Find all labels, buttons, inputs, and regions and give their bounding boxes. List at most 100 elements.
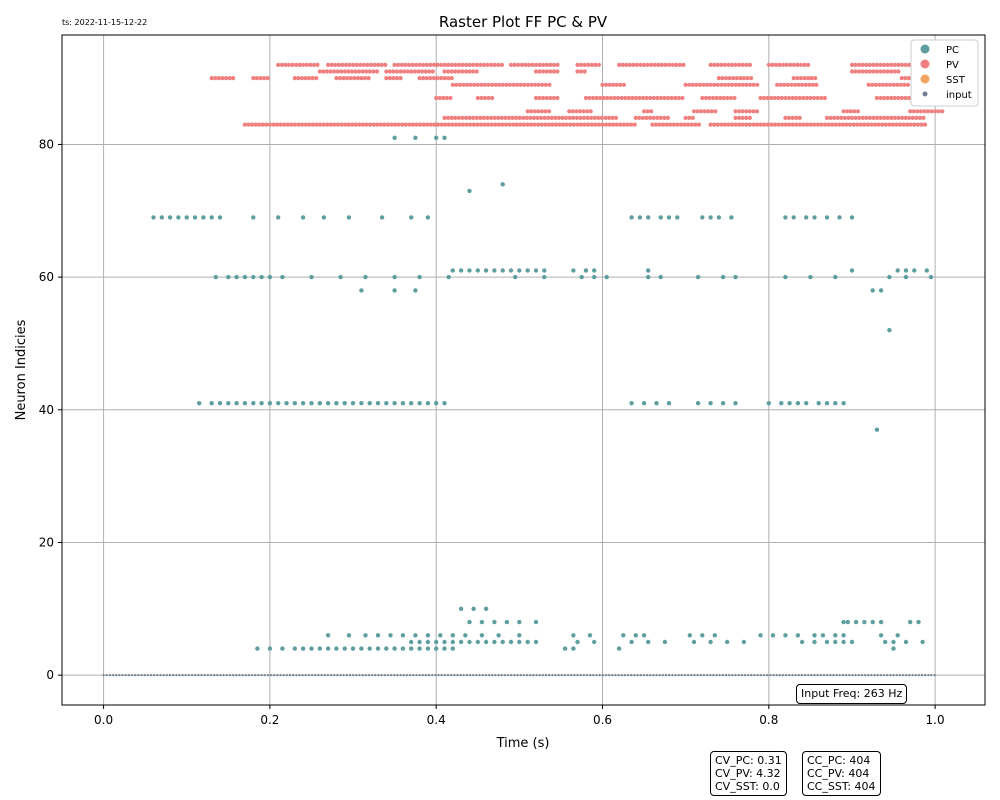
pc-spike — [641, 633, 647, 638]
pv-spike — [518, 82, 523, 87]
pv-spike — [434, 95, 439, 101]
pv-spike — [463, 115, 469, 120]
pv-spike — [499, 115, 504, 120]
pv-spike — [574, 115, 579, 120]
pc-spike — [654, 401, 659, 406]
pv-spike — [593, 122, 598, 127]
input-spike — [886, 674, 889, 677]
pv-spike — [488, 115, 494, 120]
pv-spike — [581, 109, 586, 114]
pv-spike — [548, 62, 553, 67]
pv-spike — [325, 122, 330, 127]
pc-spike — [425, 215, 431, 220]
pc-spike — [176, 215, 181, 220]
input-spike — [655, 674, 658, 677]
input-spike — [706, 674, 709, 677]
input-spike — [630, 674, 633, 677]
pv-spike — [531, 115, 537, 120]
pv-spike — [642, 62, 647, 67]
pc-spike — [400, 633, 406, 638]
pv-spike — [773, 62, 779, 67]
input-spike — [440, 674, 443, 677]
pv-spike — [629, 122, 634, 127]
pv-spike — [819, 122, 824, 127]
pc-spike — [895, 633, 900, 638]
pv-spike — [371, 69, 376, 74]
pc-spike — [458, 639, 464, 645]
input-spike — [791, 674, 794, 677]
input-spike — [633, 674, 636, 677]
input-spike — [311, 674, 314, 677]
pv-spike — [645, 109, 650, 114]
pv-spike — [585, 109, 590, 114]
pv-spike — [465, 82, 470, 87]
pc-spike — [883, 639, 888, 645]
pc-spike — [234, 401, 239, 406]
pv-spike — [874, 62, 880, 67]
pc-spike — [242, 401, 248, 406]
legend-marker-pv — [920, 59, 930, 69]
input-spike — [772, 674, 775, 677]
pc-spike — [217, 215, 223, 220]
pv-spike — [526, 62, 532, 67]
pc-spike — [841, 619, 846, 625]
pc-spike — [500, 182, 505, 187]
pv-spike — [908, 109, 913, 114]
pc-spike — [325, 646, 331, 651]
input-spike — [848, 674, 851, 677]
input-spike — [516, 674, 519, 677]
pv-spike — [468, 122, 473, 127]
pv-spike — [264, 122, 269, 127]
pv-spike — [461, 82, 466, 87]
pv-spike — [538, 115, 544, 120]
pv-spike — [677, 62, 683, 67]
pv-spike — [342, 69, 347, 74]
pv-spike — [614, 115, 619, 120]
pv-spike — [887, 122, 892, 127]
pv-spike — [267, 122, 273, 127]
pc-spike — [878, 288, 884, 293]
input-spike — [573, 674, 576, 677]
input-spike — [371, 674, 374, 677]
input-spike — [734, 674, 737, 677]
pv-spike — [346, 69, 351, 74]
pv-spike — [890, 122, 896, 127]
pv-spike — [815, 95, 820, 101]
input-spike — [535, 674, 538, 677]
pv-spike — [528, 115, 533, 120]
pc-spike — [417, 646, 422, 651]
input-spike — [257, 674, 260, 677]
pv-spike — [446, 62, 451, 67]
pv-spike — [582, 69, 587, 74]
pc-spike — [646, 274, 651, 280]
pc-spike — [496, 633, 501, 638]
pv-spike — [798, 62, 804, 67]
pc-spike — [325, 401, 331, 406]
pv-spike — [283, 62, 288, 67]
pv-spike — [790, 115, 795, 120]
pv-spike — [543, 109, 548, 114]
pv-spike — [619, 95, 624, 101]
pv-spike — [376, 62, 381, 67]
input-spike — [560, 674, 563, 677]
pv-spike — [326, 62, 331, 67]
input-spike — [175, 674, 178, 677]
pc-spike — [184, 215, 189, 220]
input-spike — [762, 674, 766, 677]
input-spike — [304, 674, 307, 677]
pv-spike — [294, 62, 299, 67]
pc-spike — [571, 268, 576, 273]
pv-spike — [691, 109, 697, 114]
pv-spike — [781, 62, 786, 67]
pv-spike — [794, 122, 799, 127]
pv-spike — [596, 115, 601, 120]
pv-spike — [633, 95, 639, 101]
pv-spike — [482, 122, 487, 127]
pv-spike — [601, 95, 606, 101]
pv-spike — [389, 122, 394, 127]
pv-spike — [364, 122, 369, 127]
pv-spike — [353, 69, 358, 74]
pv-spike — [385, 122, 391, 127]
pv-spike — [674, 62, 679, 67]
pv-spike — [564, 122, 569, 127]
